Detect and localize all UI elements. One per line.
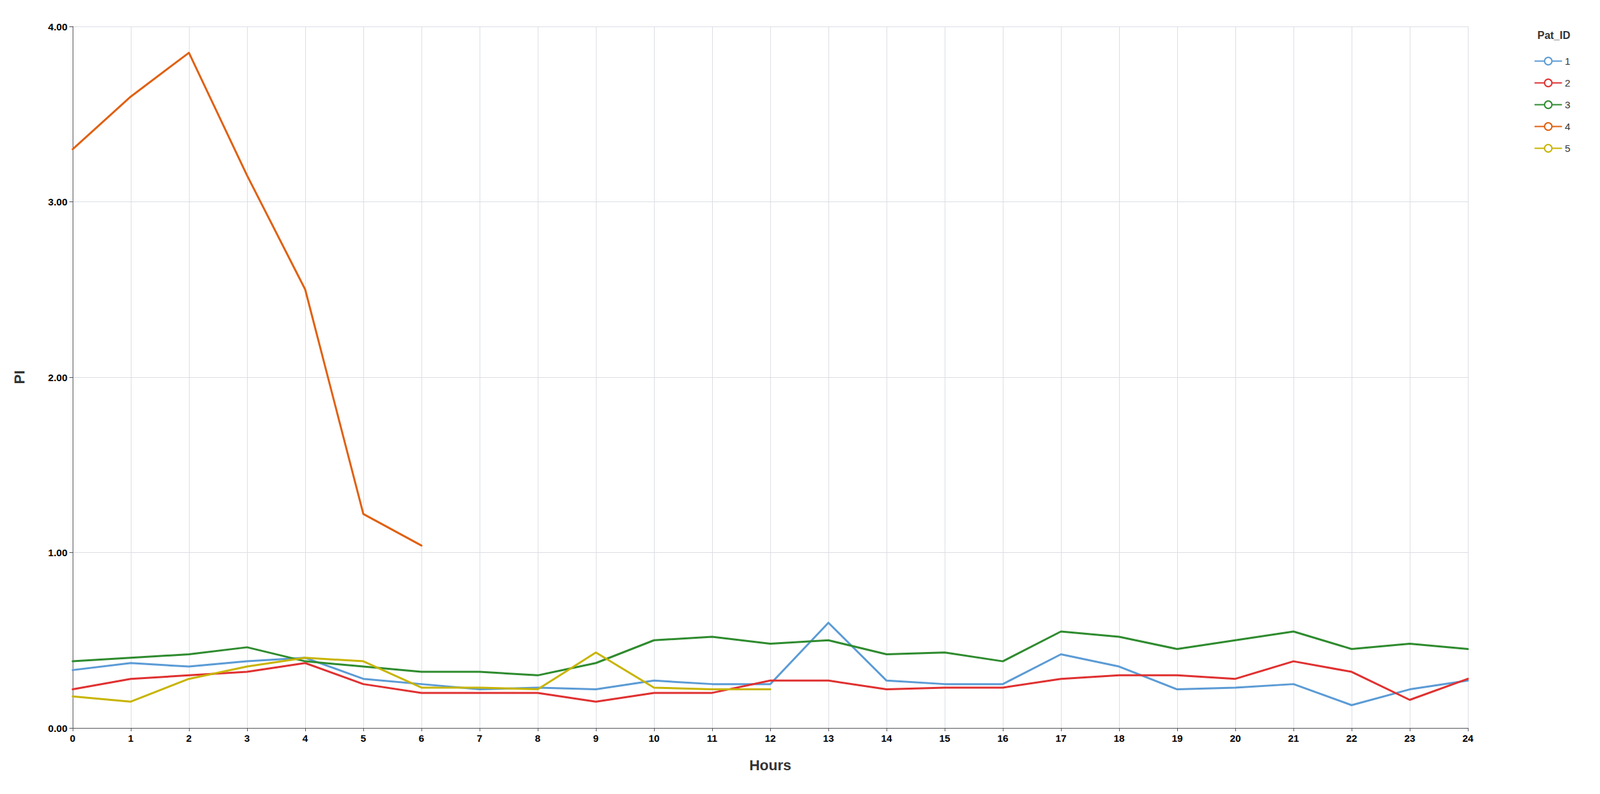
svg-text:PI: PI: [11, 370, 28, 385]
svg-text:13: 13: [823, 732, 835, 744]
svg-text:16: 16: [997, 732, 1009, 744]
svg-text:2: 2: [1564, 77, 1571, 89]
svg-text:0: 0: [70, 732, 76, 744]
svg-text:4: 4: [1564, 120, 1571, 133]
svg-text:7: 7: [476, 732, 483, 744]
svg-text:23: 23: [1404, 732, 1416, 744]
svg-text:11: 11: [706, 732, 718, 744]
svg-text:5: 5: [360, 732, 366, 744]
svg-text:24: 24: [1462, 732, 1474, 744]
svg-text:3.00: 3.00: [48, 196, 68, 208]
svg-text:10: 10: [648, 732, 660, 744]
svg-text:3: 3: [244, 732, 250, 744]
svg-text:12: 12: [764, 732, 777, 744]
svg-text:4.00: 4.00: [48, 21, 68, 33]
svg-text:5: 5: [1564, 142, 1571, 154]
svg-text:22: 22: [1346, 732, 1358, 744]
svg-text:21: 21: [1288, 732, 1300, 744]
svg-text:9: 9: [593, 732, 599, 744]
svg-text:1: 1: [128, 732, 134, 744]
svg-text:1.00: 1.00: [48, 546, 68, 559]
svg-text:3: 3: [1564, 99, 1571, 111]
svg-text:6: 6: [418, 732, 425, 744]
svg-text:17: 17: [1055, 732, 1067, 744]
svg-text:19: 19: [1171, 732, 1184, 744]
svg-text:18: 18: [1113, 732, 1126, 744]
svg-text:14: 14: [881, 732, 893, 744]
svg-text:2: 2: [186, 732, 192, 744]
svg-text:Hours: Hours: [749, 757, 792, 774]
svg-text:20: 20: [1230, 732, 1242, 744]
svg-text:1: 1: [1564, 55, 1571, 67]
svg-text:2.00: 2.00: [48, 371, 68, 384]
svg-text:15: 15: [939, 732, 951, 744]
svg-text:Pat_ID: Pat_ID: [1537, 29, 1571, 41]
svg-text:0.00: 0.00: [48, 722, 68, 734]
svg-text:4: 4: [302, 732, 309, 744]
svg-text:8: 8: [535, 732, 541, 744]
